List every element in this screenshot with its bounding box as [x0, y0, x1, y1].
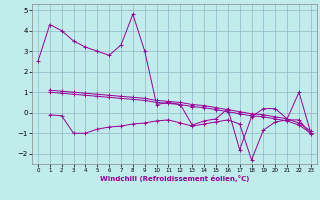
X-axis label: Windchill (Refroidissement éolien,°C): Windchill (Refroidissement éolien,°C) — [100, 175, 249, 182]
